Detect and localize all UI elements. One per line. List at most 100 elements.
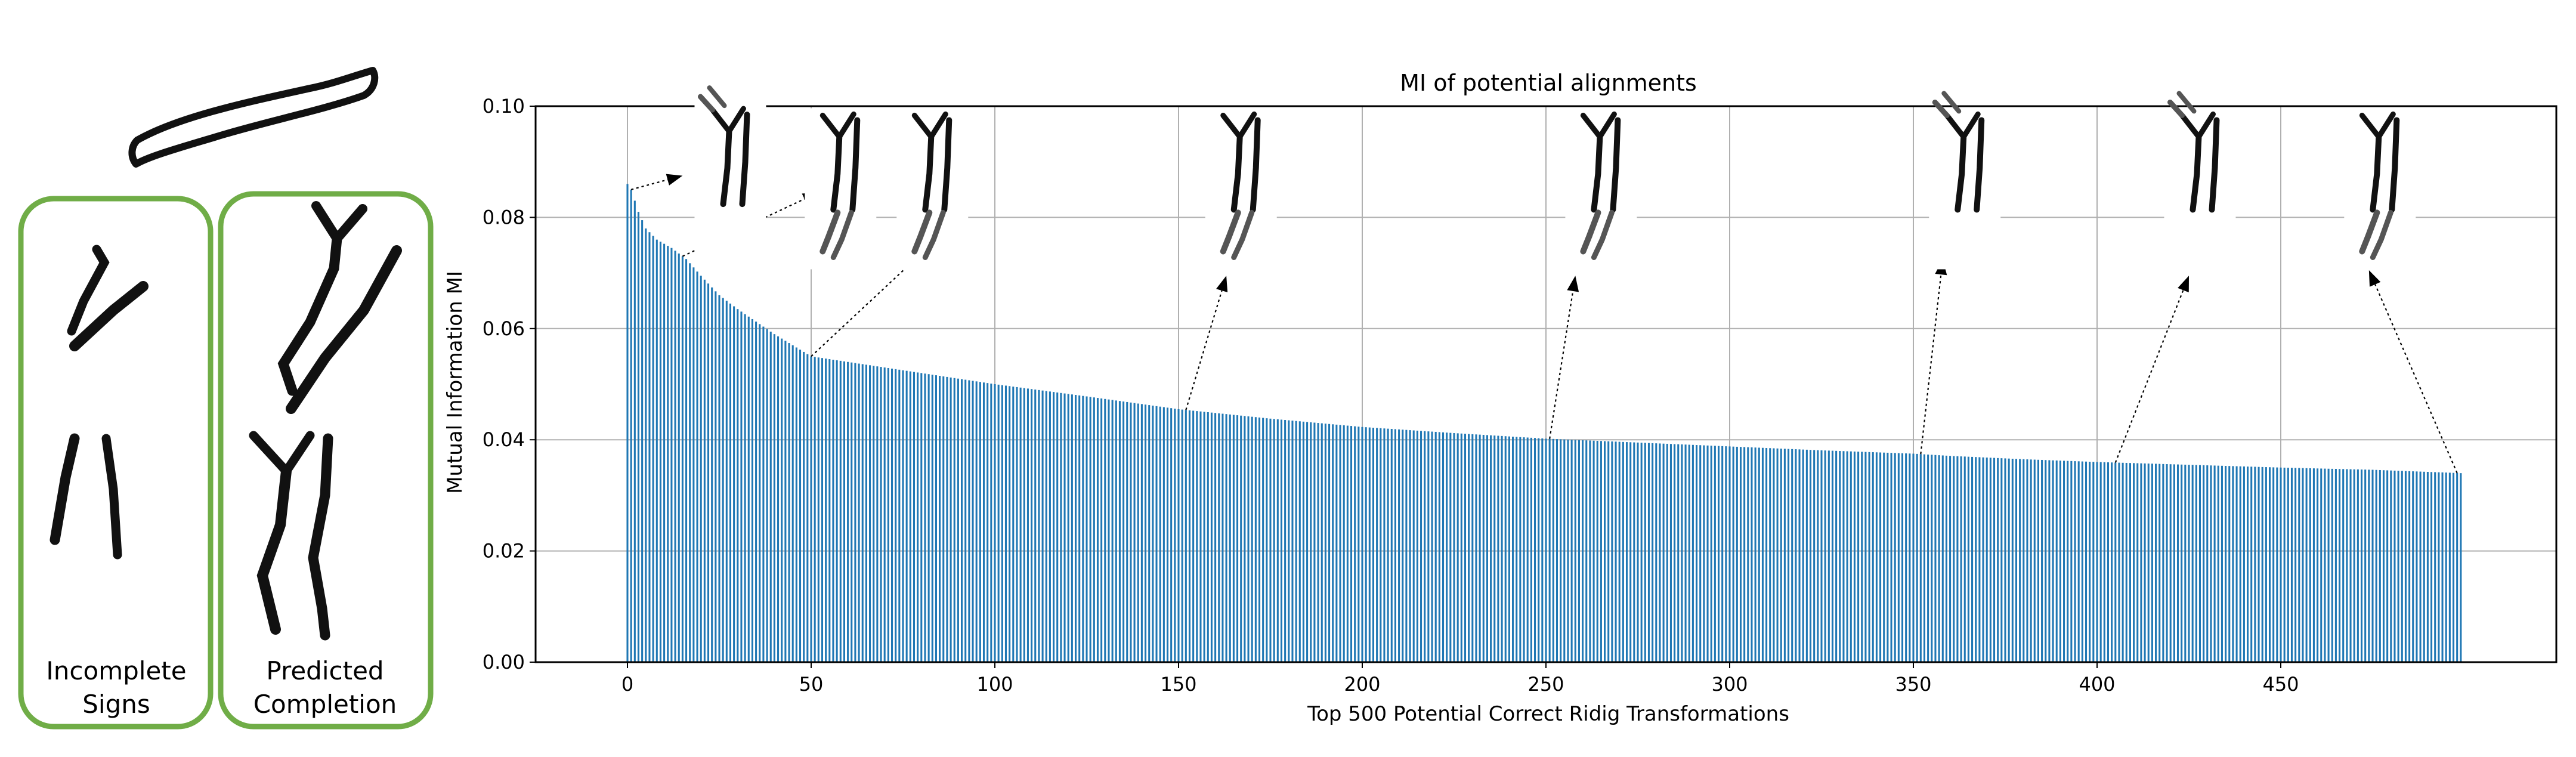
- x-tick-label: 250: [1527, 673, 1564, 696]
- bar: [1897, 453, 1900, 662]
- x-tick-label: 200: [1344, 673, 1380, 696]
- bar: [1354, 426, 1356, 662]
- bar: [1288, 420, 1290, 662]
- bar: [2225, 466, 2227, 662]
- bar: [821, 358, 824, 662]
- predicted-label-line1: Predicted: [266, 656, 384, 685]
- bar: [810, 356, 812, 662]
- bar: [931, 375, 933, 662]
- bar: [2067, 461, 2069, 662]
- bar: [1475, 434, 1477, 662]
- bar: [2364, 469, 2367, 662]
- bar: [1721, 446, 1724, 662]
- bar: [1361, 427, 1363, 662]
- bar: [740, 311, 743, 662]
- bar: [2133, 463, 2135, 662]
- bar: [1927, 454, 1929, 662]
- bar: [663, 243, 666, 662]
- bar: [1357, 427, 1360, 662]
- bar: [1229, 414, 1231, 662]
- bar: [1199, 411, 1202, 662]
- bar: [2195, 465, 2197, 662]
- y-tick-label: 0.00: [483, 651, 525, 673]
- bar: [2327, 468, 2330, 662]
- bar: [2408, 471, 2411, 662]
- y-tick-label: 0.04: [483, 428, 525, 451]
- bar: [2103, 462, 2105, 662]
- bar: [788, 343, 790, 662]
- bar: [1137, 403, 1139, 662]
- bar: [1530, 437, 1532, 662]
- bar: [791, 345, 794, 662]
- bar: [1824, 450, 1826, 662]
- bar: [1919, 454, 1922, 662]
- bar: [652, 236, 654, 662]
- bar: [2203, 465, 2205, 662]
- bar: [659, 242, 661, 662]
- bar: [2456, 472, 2459, 662]
- bar: [2136, 463, 2139, 662]
- bar: [1431, 431, 1433, 662]
- bar: [1596, 440, 1598, 662]
- bar: [2147, 464, 2150, 662]
- bar: [1963, 456, 1966, 662]
- bar: [1607, 441, 1610, 662]
- bar: [2434, 472, 2436, 662]
- bar: [689, 263, 691, 662]
- bar: [2111, 462, 2113, 662]
- bar: [769, 331, 772, 662]
- bar: [2173, 464, 2175, 662]
- bar: [1647, 443, 1650, 662]
- bar: [2008, 458, 2010, 662]
- bar: [1783, 449, 1786, 662]
- bar: [2055, 460, 2058, 662]
- bar: [1589, 440, 1591, 662]
- x-tick-label: 300: [1711, 673, 1748, 696]
- bar: [2033, 459, 2036, 662]
- bar: [2099, 462, 2102, 662]
- bar: [781, 338, 783, 662]
- bar: [1390, 429, 1393, 662]
- bar: [1931, 455, 1933, 662]
- bar: [1416, 430, 1418, 662]
- bar: [994, 384, 996, 662]
- bar: [1872, 452, 1874, 662]
- bar: [2353, 469, 2355, 662]
- bar: [2000, 458, 2003, 662]
- bar: [2092, 462, 2095, 662]
- bar: [1093, 397, 1095, 662]
- bar: [1482, 434, 1485, 662]
- bar: [1640, 443, 1643, 662]
- x-axis-label: Top 500 Potential Correct Ridig Transfor…: [1307, 702, 1789, 726]
- bar: [1453, 433, 1455, 662]
- bar: [670, 248, 673, 662]
- bar: [1221, 413, 1224, 662]
- annotation-arrow: [630, 174, 683, 190]
- bar: [1975, 457, 1977, 662]
- bar: [1633, 442, 1635, 662]
- bar: [1122, 401, 1125, 662]
- bar: [1306, 422, 1309, 662]
- bar: [814, 357, 816, 662]
- bar: [839, 360, 842, 662]
- bar: [1941, 455, 1944, 662]
- bar: [1346, 425, 1349, 662]
- bar: [1938, 455, 1940, 662]
- bar: [1751, 447, 1753, 662]
- predicted-label-line2: Completion: [253, 690, 397, 719]
- bar: [1053, 392, 1055, 662]
- bar: [1034, 390, 1037, 662]
- bar: [1328, 424, 1331, 662]
- x-tick-label: 400: [2079, 673, 2115, 696]
- bar: [1916, 453, 1918, 662]
- bar: [2023, 459, 2025, 662]
- bar: [1758, 447, 1760, 662]
- bar: [1923, 454, 1926, 662]
- bar: [1434, 431, 1437, 662]
- bar: [869, 365, 871, 662]
- bar: [2416, 471, 2418, 662]
- bar: [1258, 417, 1261, 662]
- bar: [1254, 417, 1257, 662]
- bar: [2247, 466, 2249, 662]
